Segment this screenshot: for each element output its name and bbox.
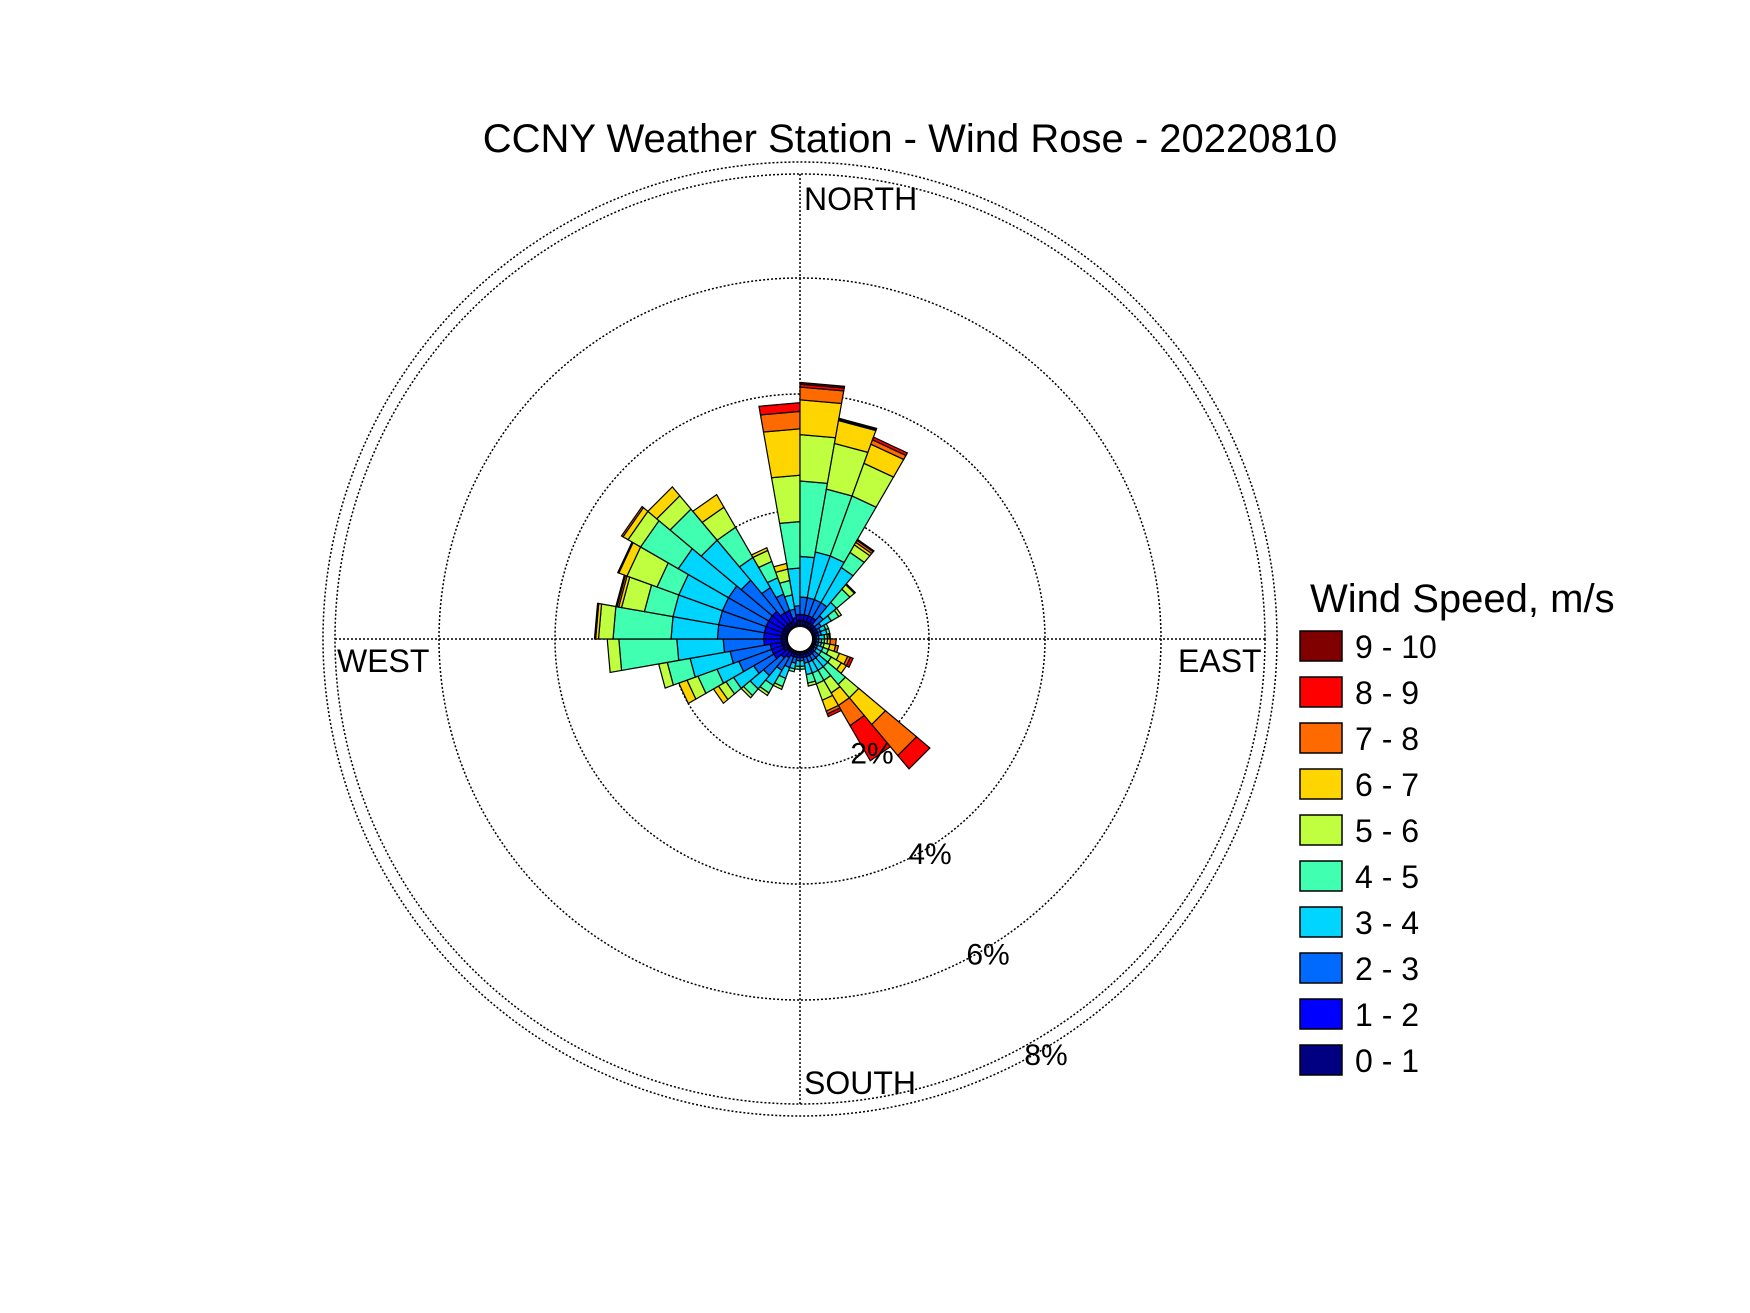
- legend-swatch: [1299, 860, 1343, 892]
- sector-segment: [620, 505, 645, 538]
- radial-tick-labels: 2% 4% 6% 8%: [850, 738, 1067, 1072]
- chart-title: CCNY Weather Station - Wind Rose - 20220…: [483, 117, 1338, 161]
- legend-swatch: [1299, 814, 1343, 846]
- radial-tick-label: 8%: [1024, 1039, 1067, 1072]
- sector-segment: [897, 736, 931, 770]
- legend-label: 3 - 4: [1355, 905, 1419, 941]
- legend-swatch: [1299, 1044, 1343, 1076]
- sector-segment: [778, 520, 801, 570]
- compass-east: EAST: [1178, 643, 1262, 679]
- sector-segment: [593, 602, 600, 640]
- sector-segment: [845, 656, 854, 669]
- sector-segment: [807, 680, 818, 687]
- legend-swatch: [1299, 722, 1343, 754]
- sector-segment: [606, 638, 623, 674]
- legend-swatch: [1299, 998, 1343, 1030]
- legend-label: 9 - 10: [1355, 629, 1437, 665]
- sector-segment: [849, 714, 892, 762]
- sector-segment: [828, 633, 832, 640]
- sector-segment: [799, 381, 846, 389]
- sector-segment: [826, 707, 843, 718]
- legend-label: 5 - 6: [1355, 813, 1419, 849]
- legend-swatch: [1299, 906, 1343, 938]
- legend-label: 7 - 8: [1355, 721, 1419, 757]
- legend-label: 4 - 5: [1355, 859, 1419, 895]
- sector-segment: [844, 582, 857, 595]
- legend-label: 0 - 1: [1355, 1043, 1419, 1079]
- sector-segment: [762, 428, 801, 479]
- legend-title: Wind Speed, m/s: [1310, 577, 1615, 621]
- compass-west: WEST: [337, 643, 429, 679]
- legend-swatch: [1299, 676, 1343, 708]
- legend-label: 1 - 2: [1355, 997, 1419, 1033]
- sector-segment: [799, 665, 806, 671]
- radial-tick-label: 4%: [908, 838, 951, 871]
- radial-tick-label: 2%: [850, 738, 893, 771]
- sector-segment: [646, 485, 681, 520]
- grid-ring: [322, 161, 1278, 1117]
- wind-sectors: [593, 381, 931, 770]
- legend-swatch: [1299, 768, 1343, 800]
- sector-segment: [750, 546, 769, 559]
- legend: 9 - 10 8 - 9 7 - 8 6 - 7 5 - 6 4 - 5 3 - 4 2 - …: [1299, 629, 1437, 1079]
- legend-label: 2 - 3: [1355, 951, 1419, 987]
- center-hole: [786, 625, 814, 653]
- sector-segment: [772, 562, 789, 574]
- sector-segment: [838, 417, 878, 431]
- sector-segment: [691, 493, 725, 524]
- legend-swatch: [1299, 630, 1343, 662]
- legend-label: 8 - 9: [1355, 675, 1419, 711]
- sector-segment: [833, 607, 843, 618]
- compass-south: SOUTH: [804, 1065, 916, 1101]
- radial-tick-label: 6%: [966, 939, 1009, 972]
- sector-segment: [856, 538, 875, 553]
- legend-swatch: [1299, 952, 1343, 984]
- sector-segment: [799, 399, 843, 439]
- legend-label: 6 - 7: [1355, 767, 1419, 803]
- sector-segment: [871, 436, 909, 457]
- sector-segment: [770, 474, 801, 525]
- compass-north: NORTH: [804, 181, 917, 217]
